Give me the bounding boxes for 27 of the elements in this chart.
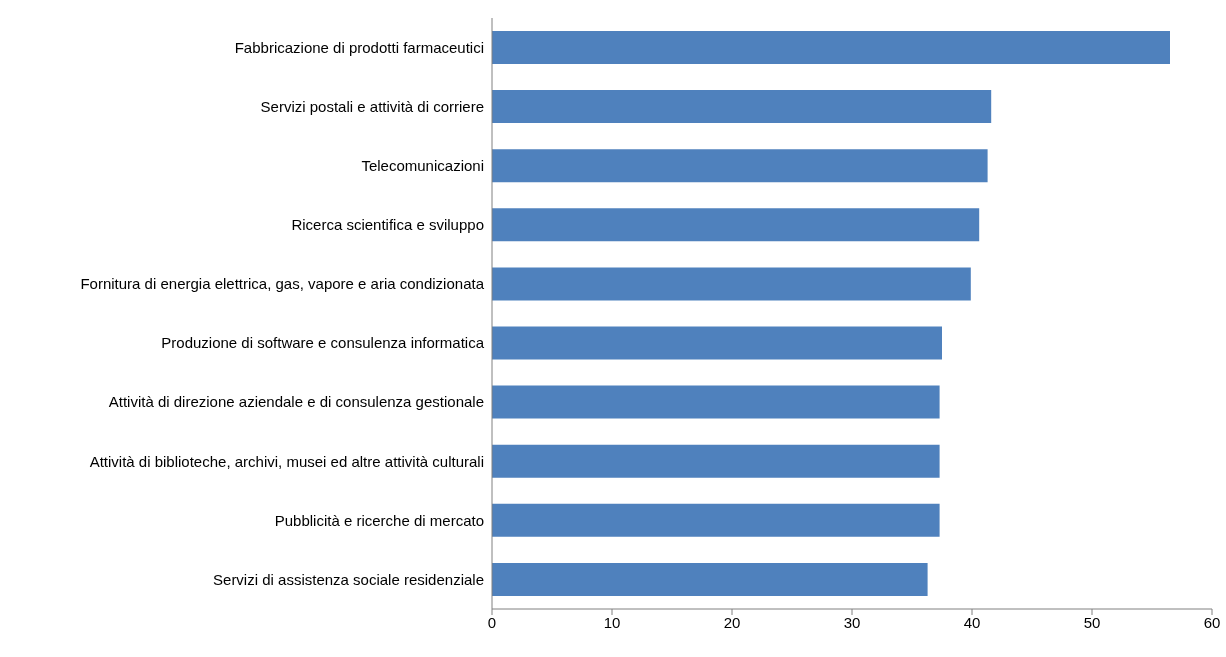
bar bbox=[492, 444, 940, 478]
x-tick-label: 0 bbox=[487, 613, 497, 631]
x-tick-label: 60 bbox=[1203, 613, 1221, 631]
y-tick-label: Fornitura di energia elettrica, gas, vapore e aria condizionata bbox=[80, 275, 485, 293]
bar bbox=[492, 149, 988, 183]
x-tick-label: 50 bbox=[1083, 613, 1101, 631]
y-tick-label: Servizi di assistenza sociale residenziale bbox=[213, 570, 484, 588]
bar bbox=[492, 326, 942, 360]
bar bbox=[492, 562, 928, 596]
y-tick-label: Pubblicità e ricerche di mercato bbox=[274, 511, 484, 529]
x-tick-label: 30 bbox=[843, 613, 861, 631]
y-tick-label: Fabbricazione di prodotti farmaceutici bbox=[234, 38, 484, 56]
y-tick-label: Ricerca scientifica e sviluppo bbox=[291, 216, 484, 234]
x-tick-label: 10 bbox=[603, 613, 621, 631]
bar bbox=[492, 267, 971, 301]
y-tick-label: Produzione di software e consulenza informatica bbox=[161, 334, 485, 352]
x-tick-label: 40 bbox=[963, 613, 981, 631]
y-tick-label: Telecomunicazioni bbox=[361, 157, 484, 175]
bar bbox=[492, 90, 992, 124]
y-tick-label: Attività di direzione aziendale e di consulenza gestionale bbox=[108, 393, 484, 411]
y-tick-label: Servizi postali e attività di corriere bbox=[260, 97, 484, 115]
y-tick-label: Attività di biblioteche, archivi, musei ed altre attività culturali bbox=[89, 452, 484, 470]
bar bbox=[492, 31, 1170, 64]
bar bbox=[492, 385, 940, 419]
bar bbox=[492, 503, 940, 537]
x-tick-label: 20 bbox=[723, 613, 741, 631]
bar bbox=[492, 208, 980, 242]
